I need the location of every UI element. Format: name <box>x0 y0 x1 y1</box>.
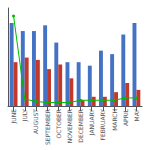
svg-text:OCTOBER: OCTOBER <box>55 109 62 138</box>
svg-text:APRIL: APRIL <box>122 108 129 126</box>
svg-text:MAY: MAY <box>133 109 140 122</box>
svg-text:JUNE: JUNE <box>10 109 18 125</box>
svg-text:DECEMBER: DECEMBER <box>77 109 84 143</box>
svg-text:NOVEMBER: NOVEMBER <box>66 109 73 143</box>
svg-text:AUGUST: AUGUST <box>32 109 39 134</box>
svg-text:MARCH: MARCH <box>111 109 118 131</box>
svg-text:JULY: JULY <box>21 109 29 123</box>
svg-text:JANUARY: JANUARY <box>88 109 96 137</box>
svg-text:SEPTEMBER: SEPTEMBER <box>44 109 51 145</box>
svg-text:FEBRUARY: FEBRUARY <box>99 109 106 141</box>
